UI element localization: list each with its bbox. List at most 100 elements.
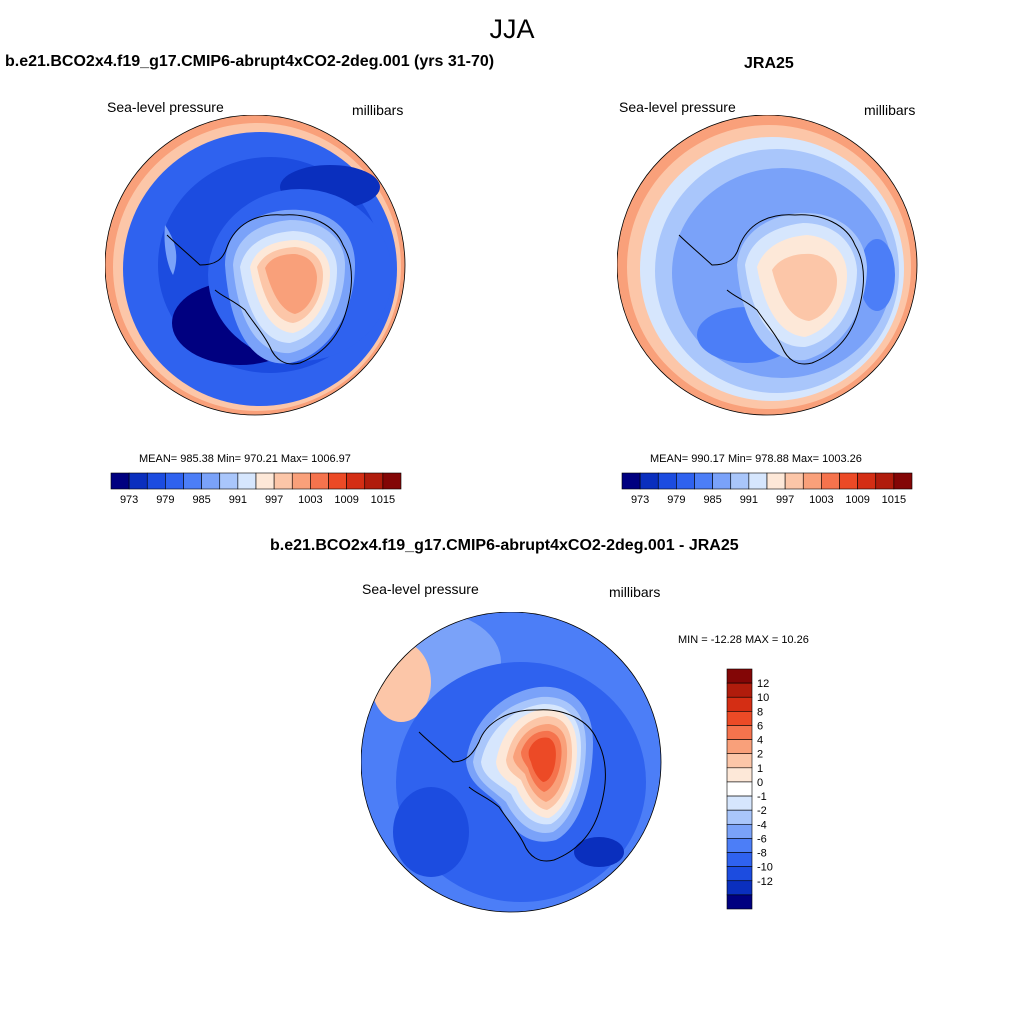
map-fill	[393, 787, 469, 877]
colorbar-box	[726, 696, 753, 712]
colorbar-box	[726, 739, 753, 755]
colorbar-tick-label: 979	[667, 494, 685, 506]
map-border	[105, 115, 406, 416]
panel2-units-label: millibars	[864, 102, 916, 118]
panel1-polar-map	[105, 115, 406, 416]
colorbar-box	[128, 472, 148, 490]
colorbar-box	[857, 472, 877, 490]
colorbar-box	[839, 472, 858, 490]
colorbar-box	[310, 472, 329, 490]
colorbar-box	[784, 472, 804, 490]
colorbar-box	[726, 682, 753, 698]
colorbar-tick-label: -4	[757, 819, 767, 831]
panel3-polar-map	[361, 612, 662, 913]
colorbar-box	[726, 725, 753, 740]
colorbar-box	[726, 852, 753, 867]
panel2-polar-map	[617, 115, 918, 416]
colorbar-tick-label: 997	[265, 494, 283, 506]
colorbar-tick-label: 10	[757, 692, 769, 704]
panel3-units-label: millibars	[609, 584, 661, 600]
colorbar-box	[639, 472, 659, 490]
colorbar-tick-label: 973	[631, 494, 649, 506]
panel1-variable-label: Sea-level pressure	[107, 99, 224, 115]
colorbar-box	[821, 472, 840, 490]
colorbar-box	[726, 809, 753, 825]
figure-title: JJA	[489, 14, 535, 44]
colorbar-box	[676, 472, 695, 490]
colorbar-tick-label: 1009	[845, 494, 869, 506]
colorbar-box	[694, 472, 713, 490]
coastline	[418, 709, 606, 862]
colorbar-box	[748, 472, 768, 490]
colorbar-box	[621, 472, 641, 490]
colorbar-box	[726, 753, 753, 769]
map-fill	[772, 253, 837, 321]
map-fill	[528, 737, 556, 782]
colorbar-box	[802, 472, 822, 490]
colorbar-tick-label: 985	[192, 494, 210, 506]
colorbar-tick-label: 973	[120, 494, 138, 506]
colorbar-tick-label: 991	[229, 494, 247, 506]
colorbar-box	[255, 472, 275, 490]
colorbar-tick-label: -12	[757, 876, 773, 888]
colorbar-box	[657, 472, 677, 490]
colorbar-tick-label: 979	[156, 494, 174, 506]
colorbar-tick-label: -1	[757, 791, 767, 803]
colorbar-box	[726, 823, 753, 839]
colorbar-tick-label: 1003	[298, 494, 322, 506]
colorbar-tick-label: 997	[776, 494, 794, 506]
colorbar-tick-label: 991	[740, 494, 758, 506]
colorbar-box	[146, 472, 166, 490]
panel1-stats: MEAN= 985.38 Min= 970.21 Max= 1006.97	[139, 453, 351, 465]
panel2-variable-label: Sea-level pressure	[619, 99, 736, 115]
colorbar-box	[291, 472, 311, 490]
colorbar-box	[364, 472, 384, 490]
colorbar-box	[726, 880, 753, 896]
colorbar-tick-label: 8	[757, 706, 763, 718]
colorbar-tick-label: -8	[757, 848, 767, 860]
colorbar-box	[183, 472, 202, 490]
map-fill	[265, 254, 317, 314]
panel2-stats: MEAN= 990.17 Min= 978.88 Max= 1003.26	[650, 453, 862, 465]
colorbar-box	[110, 472, 130, 490]
panel3-stats: MIN = -12.28 MAX = 10.26	[678, 634, 809, 646]
map-border	[617, 115, 918, 416]
panel1-units-label: millibars	[352, 102, 404, 118]
colorbar-box	[730, 472, 750, 490]
colorbar-tick-label: 1015	[882, 494, 906, 506]
colorbar-box	[893, 472, 913, 490]
colorbar-box	[712, 472, 732, 490]
colorbar-tick-label: 985	[703, 494, 721, 506]
colorbar-tick-label: 12	[757, 678, 769, 690]
colorbar-box	[273, 472, 293, 490]
map-fill	[859, 239, 895, 311]
colorbar-tick-label: -10	[757, 862, 773, 874]
colorbar-box	[237, 472, 257, 490]
colorbar-tick-label: 4	[757, 735, 763, 747]
colorbar-box	[346, 472, 366, 490]
colorbar-box	[201, 472, 221, 490]
colorbar-box	[165, 472, 184, 490]
colorbar-box	[726, 781, 753, 797]
colorbar-tick-label: 1	[757, 763, 763, 775]
panel1-colorbar: 973 979 985 991 997 1003 1009 1015	[110, 472, 402, 506]
colorbar-tick-label: 1009	[334, 494, 358, 506]
panel3-variable-label: Sea-level pressure	[362, 581, 479, 597]
map-fill	[574, 837, 624, 867]
colorbar-tick-label: 1003	[809, 494, 833, 506]
panel1-title: b.e21.BCO2x4.f19_g17.CMIP6-abrupt4xCO2-2…	[5, 53, 495, 70]
colorbar-box	[726, 795, 753, 811]
panel2-colorbar: 973 979 985 991 997 1003 1009 1015	[621, 472, 913, 506]
colorbar-box	[382, 472, 402, 490]
coastline	[678, 214, 864, 365]
colorbar-tick-label: 0	[757, 777, 763, 789]
colorbar-box	[726, 866, 753, 882]
coastline	[166, 214, 352, 365]
colorbar-box	[726, 711, 753, 726]
colorbar-box	[726, 838, 753, 853]
panel2-title: JRA25	[744, 55, 794, 72]
colorbar-tick-label: -2	[757, 805, 767, 817]
colorbar-box	[726, 767, 753, 783]
colorbar-box	[726, 668, 753, 684]
